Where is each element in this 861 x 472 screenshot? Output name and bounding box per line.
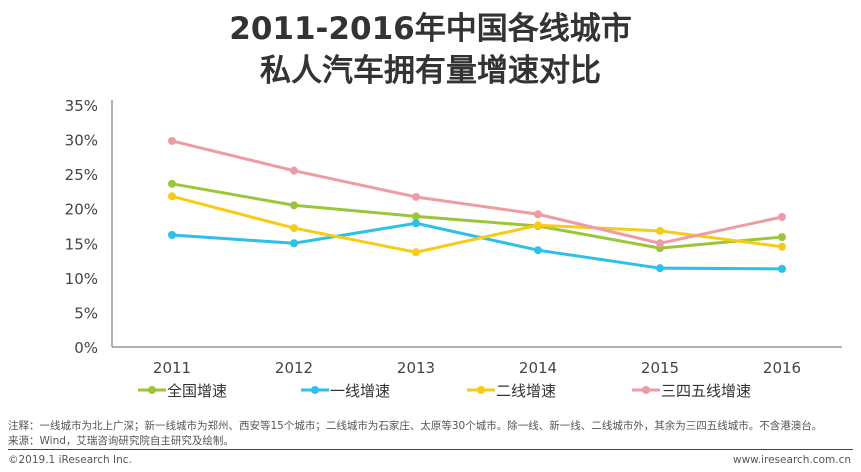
data-point [168, 179, 176, 188]
x-tick-label: 2012 [275, 359, 313, 377]
y-tick-label: 5% [74, 304, 98, 322]
data-point [656, 264, 664, 273]
legend-marker [311, 386, 319, 394]
data-point [778, 233, 786, 242]
data-point [778, 242, 786, 251]
data-point [412, 212, 420, 221]
y-tick-label: 35% [65, 97, 98, 115]
data-point [656, 239, 664, 248]
data-point [290, 224, 298, 233]
divider [8, 449, 853, 450]
legend-marker [642, 386, 650, 394]
legend-marker [477, 386, 485, 394]
data-point [412, 192, 420, 201]
y-tick-label: 15% [65, 235, 98, 253]
series-line [171, 182, 783, 250]
website-link[interactable]: www.iresearch.com.cn [732, 454, 851, 466]
x-tick-label: 2011 [153, 359, 191, 377]
copyright: ©2019.1 iResearch Inc. [8, 454, 132, 466]
data-point [778, 213, 786, 222]
series-line [171, 194, 783, 254]
legend-label: 三四五线增速 [661, 382, 751, 400]
y-tick-label: 10% [65, 270, 98, 288]
y-tick-label: 30% [65, 132, 98, 150]
data-point [534, 221, 542, 230]
note-text: 注释：一线城市为北上广深；新一线城市为郑州、西安等15个城市；二线城市为石家庄、… [8, 420, 823, 432]
x-tick-label: 2013 [397, 359, 435, 377]
y-tick-label: 20% [65, 201, 98, 219]
data-point [534, 246, 542, 255]
data-point [412, 219, 420, 228]
data-point [168, 192, 176, 201]
series-line [171, 221, 783, 271]
data-point [168, 136, 176, 145]
title-line-1: 2011-2016年中国各线城市 [229, 11, 632, 47]
x-tick-label: 2014 [519, 359, 557, 377]
legend-label: 一线增速 [330, 382, 390, 400]
data-point [290, 166, 298, 175]
legend-label: 二线增速 [496, 382, 556, 400]
y-tick-label: 25% [65, 166, 98, 184]
y-tick-label: 0% [74, 339, 98, 357]
data-point [778, 264, 786, 273]
source-text: 来源：Wind，艾瑞咨询研究院自主研究及绘制。 [8, 435, 234, 447]
series-line [171, 139, 783, 245]
x-tick-label: 2016 [763, 359, 801, 377]
data-point [412, 248, 420, 257]
footnote: 注释：一线城市为北上广深；新一线城市为郑州、西安等15个城市；二线城市为石家庄、… [8, 419, 822, 449]
data-point [290, 239, 298, 248]
data-point [656, 226, 664, 235]
data-point [168, 230, 176, 239]
legend-marker [148, 386, 156, 394]
data-point [290, 201, 298, 210]
legend-label: 全国增速 [167, 382, 227, 400]
title-line-2: 私人汽车拥有量增速对比 [260, 53, 601, 89]
data-point [534, 210, 542, 219]
x-tick-label: 2015 [641, 359, 679, 377]
chart-title: 2011-2016年中国各线城市 私人汽车拥有量增速对比 [0, 8, 861, 92]
